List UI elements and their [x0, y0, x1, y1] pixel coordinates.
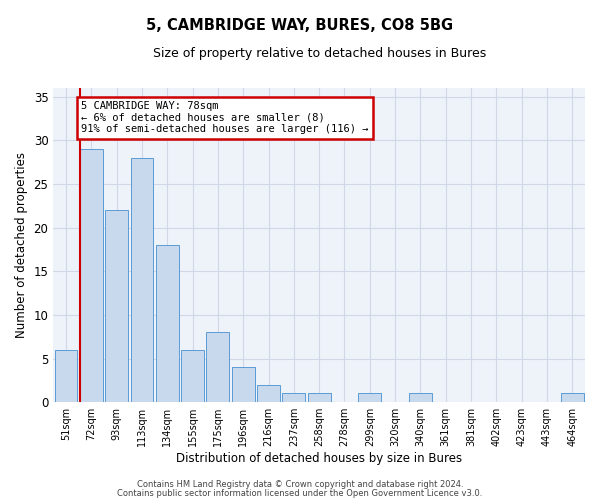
X-axis label: Distribution of detached houses by size in Bures: Distribution of detached houses by size …: [176, 452, 462, 465]
Bar: [358, 394, 381, 402]
Bar: [283, 394, 305, 402]
Text: 5, CAMBRIDGE WAY, BURES, CO8 5BG: 5, CAMBRIDGE WAY, BURES, CO8 5BG: [146, 18, 454, 32]
Text: Contains HM Land Registry data © Crown copyright and database right 2024.: Contains HM Land Registry data © Crown c…: [137, 480, 463, 489]
Bar: [257, 385, 280, 402]
Bar: [561, 394, 584, 402]
Bar: [55, 350, 77, 402]
Bar: [232, 368, 254, 402]
Bar: [80, 149, 103, 402]
Y-axis label: Number of detached properties: Number of detached properties: [15, 152, 28, 338]
Bar: [105, 210, 128, 402]
Bar: [206, 332, 229, 402]
Bar: [181, 350, 204, 402]
Title: Size of property relative to detached houses in Bures: Size of property relative to detached ho…: [152, 48, 486, 60]
Text: Contains public sector information licensed under the Open Government Licence v3: Contains public sector information licen…: [118, 489, 482, 498]
Bar: [308, 394, 331, 402]
Bar: [131, 158, 154, 402]
Text: 5 CAMBRIDGE WAY: 78sqm
← 6% of detached houses are smaller (8)
91% of semi-detac: 5 CAMBRIDGE WAY: 78sqm ← 6% of detached …: [81, 101, 368, 134]
Bar: [409, 394, 432, 402]
Bar: [156, 245, 179, 402]
